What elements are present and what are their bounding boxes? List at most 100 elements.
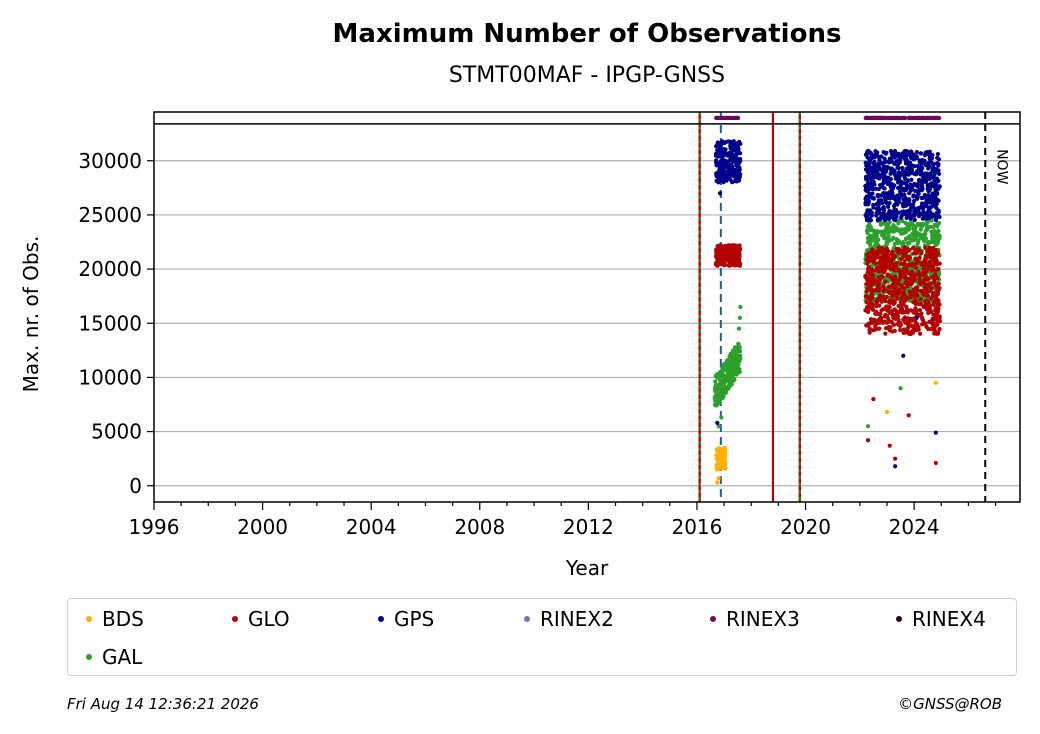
- data-point-gps: [735, 146, 740, 151]
- data-point-gps: [736, 167, 742, 172]
- data-point-gps: [877, 211, 882, 216]
- credit: ©GNSS@ROB: [898, 695, 1002, 713]
- data-point-glo: [932, 279, 937, 284]
- data-point-gps: [723, 178, 728, 183]
- data-point-gps: [889, 189, 894, 194]
- data-point-glo: [934, 300, 939, 305]
- data-point-glo: [896, 310, 901, 315]
- data-point-gps: [929, 174, 934, 179]
- data-point-gal: [865, 424, 871, 429]
- x-tick-label: 2004: [346, 515, 397, 539]
- data-point-gps: [731, 158, 736, 163]
- data-point-glo: [873, 261, 878, 266]
- data-point-gps: [871, 195, 876, 201]
- chart-title: Maximum Number of Observations: [333, 19, 842, 49]
- data-point-glo: [922, 258, 927, 264]
- data-point-gps: [722, 149, 727, 154]
- data-point-gps: [930, 203, 936, 208]
- data-point-gal: [917, 223, 922, 228]
- data-point-bds: [716, 476, 721, 481]
- data-point-gps: [893, 198, 898, 203]
- data-point-gps: [867, 193, 873, 199]
- data-point-glo: [912, 308, 917, 313]
- data-point-gal: [924, 220, 930, 226]
- legend-item-rinex3: RINEX3: [710, 609, 800, 629]
- data-point-gal: [900, 219, 905, 224]
- data-point-gps: [720, 154, 725, 159]
- data-point-glo: [867, 284, 872, 289]
- data-point-gal: [716, 375, 721, 380]
- data-point-rinex3: [894, 115, 900, 121]
- data-point-gps: [922, 192, 927, 198]
- data-point-glo: [886, 289, 891, 294]
- data-point-gps: [890, 170, 895, 175]
- data-point-gps: [718, 140, 723, 145]
- data-point-glo: [925, 249, 931, 254]
- data-point-gps: [714, 159, 719, 164]
- data-point-gal: [716, 424, 721, 429]
- data-point-gps: [909, 177, 914, 182]
- data-point-glo: [889, 275, 894, 280]
- data-point-gal: [736, 341, 741, 346]
- data-point-glo: [912, 277, 917, 282]
- data-point-glo: [900, 309, 905, 315]
- data-point-glo: [870, 247, 875, 252]
- legend-marker-icon: [710, 616, 716, 622]
- data-point-gal: [724, 366, 729, 371]
- data-point-gal: [736, 347, 741, 352]
- data-point-gps: [933, 430, 938, 435]
- data-point-rinex3: [908, 115, 913, 121]
- data-point-gps: [726, 159, 731, 164]
- data-point-gps: [919, 195, 924, 200]
- data-point-gps: [911, 198, 917, 204]
- data-point-gal: [935, 232, 940, 237]
- data-point-glo: [925, 299, 931, 305]
- data-point-gal: [898, 386, 903, 391]
- data-point-glo: [937, 261, 942, 266]
- data-point-gps: [883, 214, 888, 219]
- data-point-gps: [875, 171, 880, 176]
- data-point-glo: [910, 246, 916, 251]
- data-point-gal: [867, 222, 872, 227]
- data-point-glo: [906, 317, 911, 322]
- data-point-gal: [716, 401, 722, 406]
- data-point-glo: [886, 284, 892, 289]
- data-point-glo: [866, 295, 871, 300]
- now-label: NOW: [993, 149, 1009, 184]
- legend: BDS GLO GPS RINEX2 RINEX3 RINEX4 GAL: [67, 598, 1017, 676]
- data-point-gal: [884, 240, 889, 245]
- data-point-gal: [731, 358, 736, 363]
- data-point-gal: [901, 239, 906, 245]
- data-point-gal: [918, 227, 923, 232]
- data-point-glo: [923, 285, 928, 290]
- data-point-gps: [891, 217, 897, 222]
- data-point-bds: [933, 380, 938, 385]
- data-point-glo: [719, 249, 724, 254]
- data-point-glo: [878, 250, 883, 255]
- legend-item-gal: GAL: [86, 647, 142, 667]
- data-point-glo: [892, 286, 897, 291]
- data-point-glo: [865, 438, 871, 443]
- data-point-gps: [738, 158, 743, 163]
- data-point-gal: [737, 354, 742, 360]
- data-point-glo: [910, 269, 915, 274]
- data-point-gal: [732, 345, 738, 350]
- legend-label: GAL: [102, 645, 143, 669]
- data-point-glo: [914, 299, 919, 304]
- data-point-glo: [871, 396, 876, 402]
- data-point-gps: [911, 194, 916, 199]
- data-point-gps: [916, 213, 921, 218]
- data-point-glo: [884, 314, 890, 319]
- data-point-glo: [916, 269, 921, 274]
- data-point-gps: [879, 154, 884, 159]
- data-point-glo: [737, 248, 742, 253]
- data-point-gps: [931, 161, 937, 167]
- data-point-gps: [925, 163, 931, 168]
- legend-item-rinex4: RINEX4: [896, 609, 986, 629]
- data-point-gps: [722, 161, 727, 167]
- data-point-glo: [870, 294, 875, 299]
- data-point-glo: [863, 273, 868, 278]
- data-point-glo: [893, 292, 899, 297]
- data-point-gps: [877, 157, 882, 163]
- y-tick-label: 30000: [78, 149, 142, 173]
